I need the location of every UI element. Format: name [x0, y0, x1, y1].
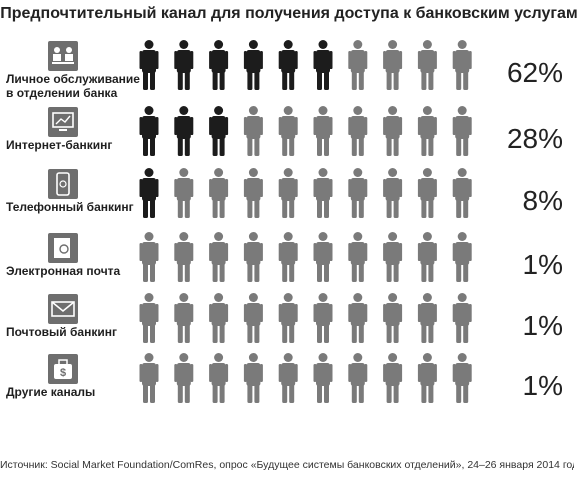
person-icon	[243, 232, 263, 282]
value-label: 28%	[507, 123, 563, 154]
person-icon	[139, 232, 159, 282]
svg-text:$: $	[60, 367, 66, 379]
value-label: 1%	[523, 249, 563, 280]
money-bag-icon: $	[48, 354, 78, 384]
channel-label: Почтовый банкинг	[6, 325, 117, 339]
person-icon	[278, 106, 298, 156]
channel-label: Телефонный банкинг	[6, 200, 134, 214]
channel-label: Интернет-банкинг	[6, 138, 112, 152]
person-icon	[348, 232, 368, 282]
person-icon	[313, 353, 333, 403]
person-icon	[452, 106, 472, 156]
person-icon	[313, 106, 333, 156]
person-icon	[313, 40, 333, 90]
person-icon	[417, 168, 437, 218]
person-icon	[383, 168, 403, 218]
person-icon	[174, 293, 194, 343]
value-label: 1%	[523, 370, 563, 401]
person-icon	[278, 353, 298, 403]
person-icon	[278, 168, 298, 218]
person-icon	[209, 40, 229, 90]
person-icon	[452, 353, 472, 403]
person-icon	[243, 40, 263, 90]
person-icon	[452, 168, 472, 218]
person-icon	[313, 168, 333, 218]
person-icon	[278, 232, 298, 282]
person-icon	[209, 106, 229, 156]
envelope-icon	[48, 294, 78, 324]
person-icon	[383, 353, 403, 403]
person-icon	[383, 106, 403, 156]
person-icon	[174, 106, 194, 156]
channel-label: Личное обслуживание	[6, 72, 140, 86]
value-label: 1%	[523, 310, 563, 341]
channel-label: Электронная почта	[6, 264, 121, 278]
person-icon	[417, 353, 437, 403]
person-icon	[348, 40, 368, 90]
person-icon	[243, 293, 263, 343]
value-label: 62%	[507, 57, 563, 88]
person-icon	[417, 232, 437, 282]
person-icon	[348, 168, 368, 218]
person-icon	[348, 353, 368, 403]
person-icon	[139, 168, 159, 218]
mobile-phone-icon	[48, 169, 78, 199]
person-icon	[452, 40, 472, 90]
chart-title: Предпочтительный канал для получения дос…	[0, 5, 578, 22]
person-icon	[174, 353, 194, 403]
person-icon	[417, 40, 437, 90]
person-icon	[452, 232, 472, 282]
person-icon	[417, 293, 437, 343]
value-label: 8%	[523, 185, 563, 216]
person-icon	[139, 40, 159, 90]
person-icon	[348, 106, 368, 156]
email-icon	[48, 233, 78, 263]
person-icon	[348, 293, 368, 343]
person-icon	[452, 293, 472, 343]
person-icon	[209, 353, 229, 403]
person-icon	[243, 106, 263, 156]
person-icon	[243, 353, 263, 403]
person-icon	[139, 353, 159, 403]
channel-label: в отделении банка	[6, 86, 118, 100]
person-icon	[174, 40, 194, 90]
channel-label: Другие каналы	[6, 385, 95, 399]
person-icon	[209, 293, 229, 343]
person-icon	[139, 293, 159, 343]
person-icon	[417, 106, 437, 156]
person-icon	[174, 232, 194, 282]
person-icon	[209, 168, 229, 218]
person-icon	[313, 232, 333, 282]
person-icon	[139, 106, 159, 156]
person-icon	[278, 40, 298, 90]
person-at-desk-icon	[48, 41, 78, 71]
person-icon	[278, 293, 298, 343]
person-icon	[313, 293, 333, 343]
source-note: Источник: Social Market Foundation/ComRe…	[0, 459, 574, 471]
person-icon	[383, 293, 403, 343]
person-icon	[243, 168, 263, 218]
person-icon	[209, 232, 229, 282]
person-icon	[383, 40, 403, 90]
person-icon	[383, 232, 403, 282]
computer-screen-icon	[48, 107, 78, 137]
person-icon	[174, 168, 194, 218]
